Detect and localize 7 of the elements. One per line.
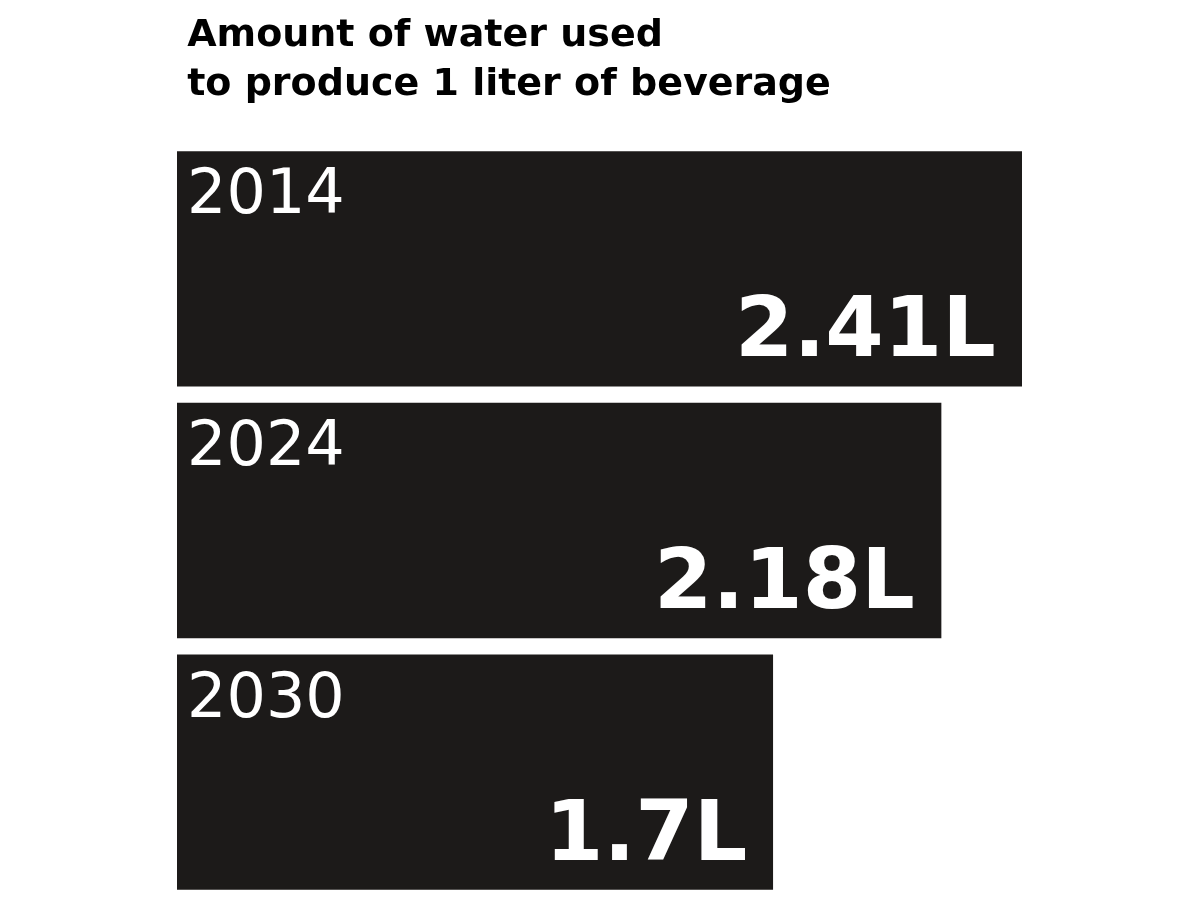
chart-title: Amount of water used to produce 1 liter of beverage — [187, 10, 831, 104]
y-tick-label: 2030 — [187, 659, 345, 732]
data-label: 2.18L — [654, 530, 915, 628]
y-tick-label: 2024 — [187, 407, 345, 480]
data-label: 2.41L — [735, 278, 996, 376]
data-label: 1.7L — [545, 782, 748, 880]
y-tick-label: 2014 — [187, 155, 345, 228]
